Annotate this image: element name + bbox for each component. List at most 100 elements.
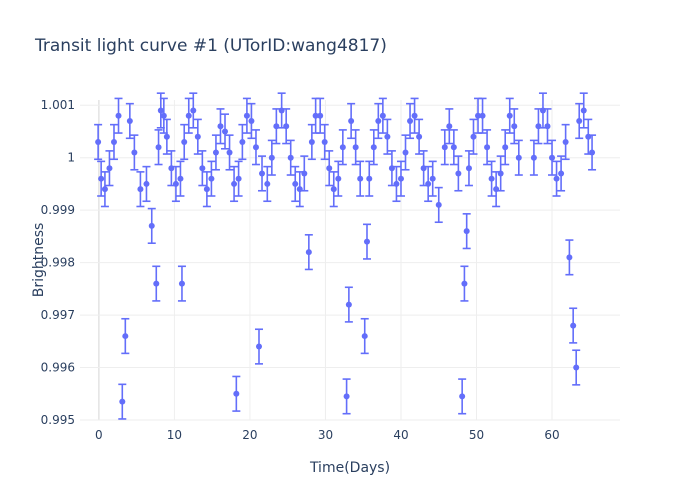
- marker: [435, 201, 442, 208]
- data-point: [272, 108, 281, 145]
- data-point: [392, 165, 401, 203]
- marker: [226, 149, 233, 156]
- data-point: [572, 349, 581, 386]
- data-point: [548, 139, 557, 176]
- marker: [259, 170, 266, 177]
- data-point: [282, 108, 291, 145]
- marker: [212, 149, 219, 156]
- marker: [558, 170, 565, 177]
- data-point: [334, 160, 343, 197]
- marker: [110, 138, 117, 145]
- data-point: [406, 102, 415, 140]
- y-tick-label: 0.999: [41, 203, 75, 217]
- marker: [178, 280, 185, 287]
- marker: [384, 133, 391, 140]
- data-point: [347, 102, 356, 140]
- marker: [425, 180, 432, 187]
- marker: [308, 138, 315, 145]
- data-point: [114, 97, 123, 134]
- marker: [264, 180, 271, 187]
- data-point: [362, 223, 371, 260]
- y-axis-title: Brightness: [31, 223, 47, 298]
- data-point: [534, 108, 543, 145]
- data-point: [291, 165, 300, 203]
- data-point: [501, 129, 510, 166]
- marker: [185, 112, 192, 119]
- marker: [153, 280, 160, 287]
- marker: [343, 393, 350, 400]
- marker: [268, 154, 275, 161]
- data-point: [162, 118, 171, 155]
- data-point: [569, 307, 578, 344]
- data-point: [304, 234, 313, 271]
- data-point: [478, 97, 487, 134]
- y-tick-label: 0.995: [41, 413, 75, 427]
- data-point: [374, 102, 383, 140]
- marker: [470, 133, 477, 140]
- data-point: [505, 97, 514, 134]
- marker: [544, 123, 551, 130]
- data-point: [202, 171, 211, 208]
- data-point: [579, 92, 588, 129]
- marker: [549, 154, 556, 161]
- marker: [181, 138, 188, 145]
- marker: [199, 165, 206, 172]
- marker: [155, 144, 162, 151]
- data-point: [514, 139, 523, 176]
- data-point: [538, 92, 547, 129]
- data-point: [424, 165, 433, 203]
- data-point: [415, 118, 424, 155]
- data-point: [100, 171, 109, 208]
- marker: [208, 175, 215, 182]
- marker: [157, 107, 164, 114]
- marker: [231, 180, 238, 187]
- data-point: [277, 92, 286, 129]
- data-point: [338, 129, 347, 166]
- marker: [177, 175, 184, 182]
- marker: [488, 175, 495, 182]
- data-point: [184, 97, 193, 134]
- data-point: [351, 129, 360, 166]
- data-point: [125, 102, 134, 140]
- y-tick-label: 1.001: [41, 98, 75, 112]
- data-point: [575, 102, 584, 140]
- data-point: [529, 139, 538, 176]
- marker: [366, 175, 373, 182]
- marker: [190, 107, 197, 114]
- marker: [506, 112, 513, 119]
- data-point: [300, 155, 309, 192]
- data-point: [419, 150, 428, 187]
- marker: [393, 180, 400, 187]
- data-point: [369, 129, 378, 166]
- x-tick-label: 30: [318, 428, 333, 442]
- data-point: [342, 378, 351, 415]
- marker: [172, 180, 179, 187]
- marker: [465, 165, 472, 172]
- marker: [397, 175, 404, 182]
- marker: [119, 398, 126, 405]
- data-point: [469, 118, 478, 155]
- data-point: [221, 113, 230, 150]
- data-point: [232, 375, 241, 412]
- data-point: [109, 123, 118, 161]
- data-point: [356, 160, 365, 197]
- marker: [411, 112, 418, 119]
- data-point: [496, 155, 505, 192]
- data-point: [383, 118, 392, 155]
- marker: [317, 112, 324, 119]
- data-point: [207, 160, 216, 197]
- marker: [576, 117, 583, 124]
- data-point: [251, 129, 260, 166]
- data-point: [154, 129, 163, 166]
- data-point: [118, 383, 127, 420]
- data-point: [483, 129, 492, 166]
- marker: [352, 144, 359, 151]
- data-point: [121, 317, 130, 355]
- tick-layer: 0 10 20 30 40 50 60 0.995 0.996 0.997 0.998 0.999 1 1…: [41, 98, 560, 442]
- data-point: [360, 317, 369, 355]
- marker: [461, 280, 468, 287]
- data-point: [410, 97, 419, 134]
- data-point: [378, 97, 387, 134]
- data-point: [434, 186, 443, 224]
- marker: [217, 123, 224, 130]
